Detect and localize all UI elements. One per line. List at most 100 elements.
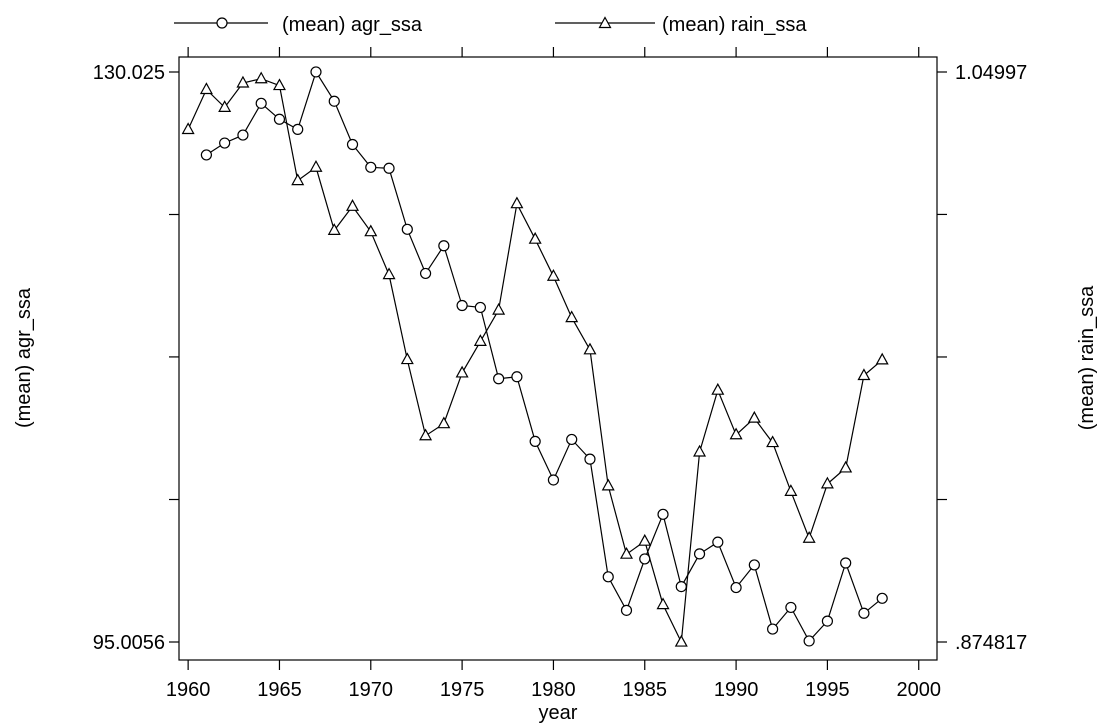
data-point-agr	[602, 571, 614, 583]
data-point-agr	[292, 123, 304, 135]
data-point-agr	[693, 548, 706, 560]
x-tick-label: 1995	[805, 679, 850, 701]
data-point-agr	[529, 435, 541, 447]
data-point-agr	[346, 138, 359, 151]
data-point-agr	[383, 162, 395, 174]
data-point-rain	[693, 444, 707, 457]
data-point-rain	[400, 352, 414, 365]
data-point-rain	[181, 122, 195, 135]
data-point-rain	[199, 82, 213, 95]
data-point-agr	[456, 299, 468, 312]
x-tick-label: 1975	[440, 679, 485, 701]
data-point-rain	[747, 410, 761, 423]
data-point-rain	[309, 160, 323, 172]
data-point-agr	[730, 581, 742, 594]
data-point-rain	[254, 71, 268, 84]
data-point-agr	[821, 615, 834, 627]
data-point-rain	[656, 597, 670, 610]
data-point-rain	[492, 302, 506, 315]
x-axis-title: year	[539, 702, 578, 723]
data-point-rain	[291, 173, 305, 186]
legend-marker-triangle	[598, 16, 612, 29]
data-point-rain	[455, 365, 469, 378]
legend: (mean) agr_ssa (mean) rain_ssa	[174, 14, 807, 36]
data-point-agr	[310, 66, 322, 78]
data-point-agr	[511, 371, 523, 383]
data-point-rain	[583, 342, 597, 355]
left-tick-label: 95.0056	[93, 632, 165, 654]
data-point-rain	[419, 428, 433, 441]
right-tick-label: .874817	[955, 632, 1027, 654]
x-tick-label: 2000	[896, 679, 941, 701]
data-point-agr	[785, 601, 797, 614]
data-point-agr	[438, 240, 450, 252]
data-point-agr	[365, 161, 377, 173]
data-point-rain	[382, 267, 396, 280]
data-point-rain	[473, 334, 487, 346]
data-point-rain	[729, 427, 743, 440]
x-tick-label: 1990	[714, 679, 759, 701]
data-point-agr	[584, 453, 596, 465]
data-point-agr	[620, 604, 633, 616]
data-point-rain	[857, 368, 871, 381]
data-point-agr	[675, 580, 687, 593]
data-point-rain	[346, 199, 360, 211]
data-point-agr	[767, 623, 779, 635]
data-point-agr	[474, 301, 486, 314]
data-point-rain	[565, 310, 579, 323]
data-point-agr	[840, 557, 852, 569]
series-markers	[181, 66, 889, 647]
data-point-rain	[437, 416, 451, 429]
right-tick-label: 1.04997	[955, 62, 1027, 84]
data-point-agr	[200, 149, 212, 161]
x-tick-label: 1985	[623, 679, 668, 701]
data-point-rain	[674, 634, 688, 647]
data-point-rain	[236, 75, 250, 88]
data-point-agr	[858, 607, 870, 619]
data-point-rain	[272, 78, 286, 91]
data-point-rain	[364, 224, 378, 237]
data-point-rain	[839, 460, 853, 473]
data-point-agr	[255, 97, 267, 109]
data-point-rain	[638, 533, 652, 546]
data-point-rain	[218, 100, 232, 112]
legend-label-rain: (mean) rain_ssa	[662, 14, 807, 36]
data-point-rain	[711, 382, 725, 395]
data-point-agr	[803, 635, 815, 647]
data-point-agr	[419, 267, 432, 280]
legend-marker-circle	[216, 17, 228, 29]
right-y-axis: 1.04997 .874817	[937, 62, 1027, 654]
data-point-rain	[875, 352, 889, 365]
left-y-axis: 130.025 95.0056	[93, 62, 179, 654]
data-point-agr	[219, 137, 231, 149]
data-point-agr	[493, 373, 505, 385]
legend-label-agr: (mean) agr_ssa	[282, 14, 423, 36]
data-point-agr	[566, 433, 578, 446]
data-point-agr	[657, 508, 669, 520]
data-point-agr	[748, 559, 760, 571]
data-point-rain	[766, 435, 780, 448]
x-tick-label: 1960	[166, 679, 211, 701]
data-point-agr	[639, 553, 651, 565]
data-point-agr	[273, 113, 286, 125]
right-axis-title: (mean) rain_ssa	[1076, 285, 1098, 430]
data-point-agr	[237, 129, 249, 141]
data-point-agr	[547, 474, 560, 486]
data-point-rain	[327, 223, 341, 235]
data-point-rain	[802, 530, 816, 543]
x-tick-label: 1965	[257, 679, 302, 701]
series-line-rain	[187, 78, 883, 645]
left-tick-label: 130.025	[93, 62, 165, 84]
data-point-rain	[820, 476, 834, 489]
data-point-agr	[401, 223, 413, 235]
data-point-agr	[328, 95, 340, 107]
left-axis-title: (mean) agr_ssa	[13, 287, 35, 428]
x-tick-label: 1980	[531, 679, 576, 701]
x-tick-label: 1970	[349, 679, 394, 701]
series-line-agr	[206, 70, 883, 643]
data-point-rain	[784, 484, 798, 496]
plot-frame	[178, 56, 938, 661]
x-axis: 1960 1965 1970 1975 1980 1985 1990 1995 2000	[166, 47, 941, 701]
series-lines	[187, 70, 883, 645]
